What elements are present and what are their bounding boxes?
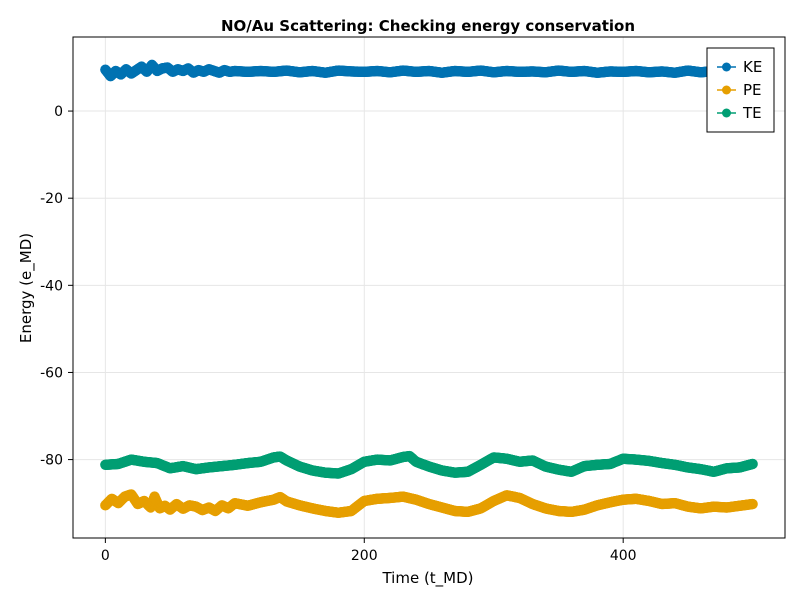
point-te: [747, 458, 758, 470]
y-tick-label: 0: [54, 104, 63, 120]
x-tick-label: 200: [351, 548, 378, 564]
series-pe: [100, 489, 758, 518]
y-axis-label: Energy (e_MD): [17, 233, 36, 343]
data-layer: [100, 59, 758, 518]
legend-marker: [722, 62, 731, 72]
y-tick-label: -80: [40, 453, 63, 469]
y-tick-label: -60: [40, 365, 63, 381]
legend-item-ke: KE: [717, 58, 762, 76]
plot-frame: [72, 36, 786, 539]
legend-label: PE: [743, 81, 762, 99]
grid-layer: [73, 37, 785, 538]
point-pe: [747, 498, 758, 510]
y-tick-label: -40: [40, 278, 63, 294]
legend-marker: [722, 108, 731, 118]
x-tick-label: 400: [610, 548, 637, 564]
tick-layer: 0 200 400 0 -20 -40 -60 -80: [40, 104, 636, 564]
legend: KE PE TE: [706, 47, 775, 133]
legend-label: KE: [743, 58, 762, 76]
legend-label: TE: [742, 104, 762, 122]
chart-title: NO/Au Scattering: Checking energy conser…: [221, 17, 635, 35]
legend-item-te: TE: [717, 104, 762, 122]
x-tick-label: 0: [101, 548, 110, 564]
x-axis-label: Time (t_MD): [381, 569, 473, 588]
series-te: [100, 450, 758, 479]
legend-marker: [722, 85, 731, 95]
legend-item-pe: PE: [717, 81, 762, 99]
y-tick-label: -20: [40, 191, 63, 207]
